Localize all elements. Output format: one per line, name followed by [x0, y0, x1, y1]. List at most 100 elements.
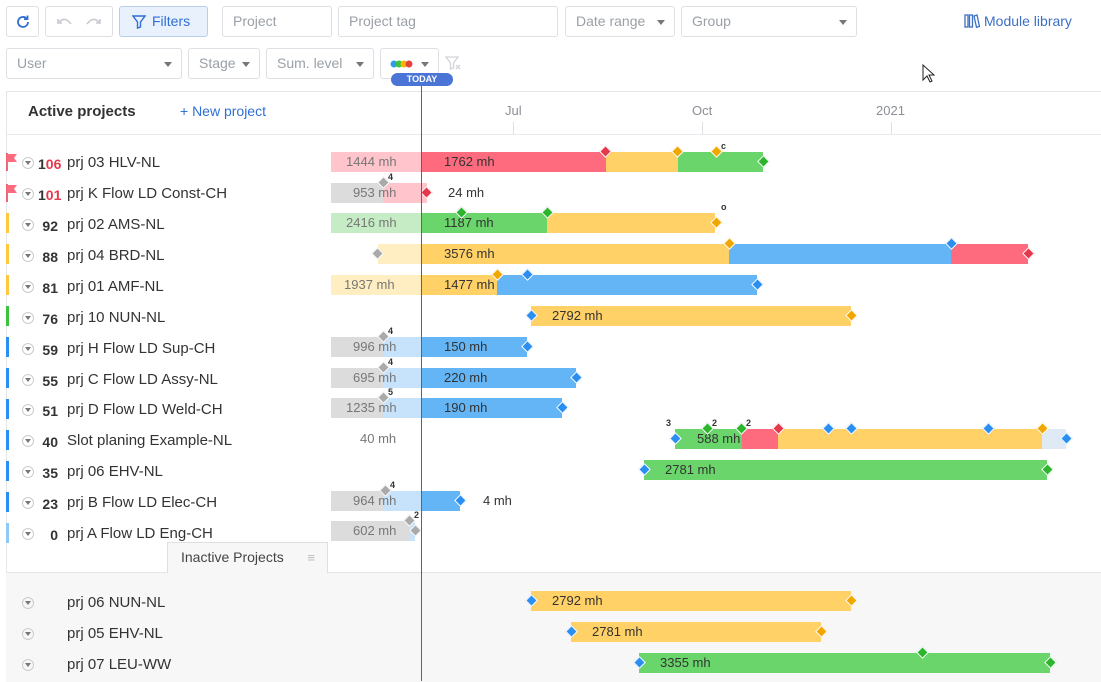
- project-name[interactable]: prj K Flow LD Const-CH: [67, 185, 228, 202]
- expand-toggle[interactable]: [22, 404, 34, 416]
- status-bar: [6, 275, 9, 295]
- filters-button[interactable]: Filters: [119, 6, 208, 37]
- sum-level-select[interactable]: Sum. level: [266, 48, 374, 79]
- stage-label: Stage: [199, 55, 236, 71]
- gantt-bar-past[interactable]: [331, 521, 409, 541]
- gantt-bar[interactable]: [421, 368, 576, 388]
- gantt-bar-past[interactable]: [331, 398, 383, 418]
- gantt-bar[interactable]: [421, 244, 729, 264]
- gantt-bar[interactable]: [421, 337, 527, 357]
- expand-toggle[interactable]: [22, 628, 34, 640]
- project-name[interactable]: prj 03 HLV-NL: [67, 154, 161, 171]
- project-name[interactable]: prj 10 NUN-NL: [67, 309, 166, 326]
- project-name[interactable]: prj 04 BRD-NL: [67, 247, 165, 264]
- gantt-bar[interactable]: [531, 591, 851, 611]
- project-name[interactable]: prj A Flow LD Eng-CH: [67, 525, 213, 542]
- gantt-bar[interactable]: [571, 622, 821, 642]
- inactive-projects-tab[interactable]: Inactive Projects ≡: [167, 542, 328, 573]
- gantt-bar-past[interactable]: [331, 183, 383, 203]
- expand-toggle[interactable]: [22, 343, 34, 355]
- gantt-bar[interactable]: [675, 429, 742, 449]
- gantt-bar-past[interactable]: [383, 398, 421, 418]
- gantt-bar[interactable]: [531, 306, 851, 326]
- gantt-bar-past[interactable]: [331, 213, 421, 233]
- gantt-bar-past[interactable]: [383, 368, 421, 388]
- gantt-bar-past[interactable]: [331, 337, 383, 357]
- gantt-bar[interactable]: [421, 152, 606, 172]
- expand-toggle[interactable]: [22, 281, 34, 293]
- project-name[interactable]: prj H Flow LD Sup-CH: [67, 340, 216, 357]
- expand-toggle[interactable]: [22, 466, 34, 478]
- gantt-bar[interactable]: [547, 213, 715, 233]
- project-name[interactable]: prj B Flow LD Elec-CH: [67, 494, 218, 511]
- gantt-bar[interactable]: [421, 491, 460, 511]
- expand-toggle[interactable]: [22, 497, 34, 509]
- project-name[interactable]: prj 06 NUN-NL: [67, 594, 166, 611]
- expand-toggle[interactable]: [22, 435, 34, 447]
- gantt-bar[interactable]: [742, 429, 778, 449]
- gantt-bar[interactable]: [1042, 429, 1066, 449]
- gantt-bar[interactable]: [606, 152, 678, 172]
- gantt-bar-past[interactable]: [331, 152, 421, 172]
- project-placeholder: Project: [233, 13, 277, 29]
- project-tag-input[interactable]: Project tag: [338, 6, 558, 37]
- gantt-bar-past[interactable]: [378, 244, 421, 264]
- gantt-bar[interactable]: [639, 653, 1050, 673]
- gantt-bar[interactable]: [644, 460, 1047, 480]
- project-name[interactable]: Slot planing Example-NL: [67, 432, 233, 449]
- gantt-bar[interactable]: [678, 152, 763, 172]
- expand-toggle[interactable]: [22, 250, 34, 262]
- gantt-bar-past[interactable]: [331, 368, 383, 388]
- gantt-bar[interactable]: [497, 275, 757, 295]
- gantt-bar-past[interactable]: [331, 491, 383, 511]
- project-name[interactable]: prj 05 EHV-NL: [67, 625, 163, 642]
- mh-label: 3355 mh: [660, 655, 711, 670]
- gantt-bar[interactable]: [951, 244, 1028, 264]
- refresh-button[interactable]: [6, 6, 39, 37]
- gantt-bar[interactable]: [421, 275, 497, 295]
- month-tick: [702, 122, 703, 134]
- gantt-bar[interactable]: [421, 398, 562, 418]
- flag-icon: [6, 184, 17, 202]
- badge: o: [721, 202, 727, 212]
- chevron-down-icon: [242, 62, 250, 67]
- expand-toggle[interactable]: [22, 219, 34, 231]
- expand-toggle[interactable]: [22, 188, 34, 200]
- project-name[interactable]: prj 01 AMF-NL: [67, 278, 164, 295]
- stage-select[interactable]: Stage: [188, 48, 260, 79]
- expand-toggle[interactable]: [22, 597, 34, 609]
- new-project-button[interactable]: + New project: [180, 103, 266, 119]
- undo-icon[interactable]: [57, 16, 73, 28]
- badge: 2: [414, 510, 420, 520]
- gantt-bar[interactable]: [729, 244, 951, 264]
- gantt-bar-past[interactable]: [383, 337, 421, 357]
- project-name[interactable]: prj C Flow LD Assy-NL: [67, 371, 218, 388]
- project-name[interactable]: prj 06 EHV-NL: [67, 463, 163, 480]
- project-name[interactable]: prj D Flow LD Weld-CH: [67, 401, 223, 418]
- gantt-bar-past[interactable]: [383, 183, 427, 203]
- group-select[interactable]: Group: [681, 6, 857, 37]
- project-input[interactable]: Project: [222, 6, 332, 37]
- filter-icon: [132, 15, 146, 29]
- expand-toggle[interactable]: [22, 659, 34, 671]
- module-library-link[interactable]: Module library: [964, 13, 1072, 29]
- user-select[interactable]: User: [6, 48, 182, 79]
- gantt-bar[interactable]: [778, 429, 1042, 449]
- date-range-select[interactable]: Date range: [565, 6, 675, 37]
- expand-toggle[interactable]: [22, 528, 34, 540]
- month-label: 2021: [876, 103, 905, 118]
- redo-icon[interactable]: [85, 16, 101, 28]
- status-bar: [6, 213, 9, 233]
- project-name[interactable]: prj 07 LEU-WW: [67, 656, 172, 673]
- gantt-bar-past[interactable]: [383, 491, 421, 511]
- gantt-bar[interactable]: [421, 213, 547, 233]
- expand-toggle[interactable]: [22, 157, 34, 169]
- gantt-bar-past[interactable]: [331, 275, 421, 295]
- expand-toggle[interactable]: [22, 374, 34, 386]
- module-library-label: Module library: [984, 13, 1072, 29]
- expand-toggle[interactable]: [22, 312, 34, 324]
- project-name[interactable]: prj 02 AMS-NL: [67, 216, 165, 233]
- menu-icon: ≡: [307, 550, 315, 565]
- clear-filter-icon[interactable]: [445, 55, 461, 71]
- status-dots-icon: [390, 60, 413, 68]
